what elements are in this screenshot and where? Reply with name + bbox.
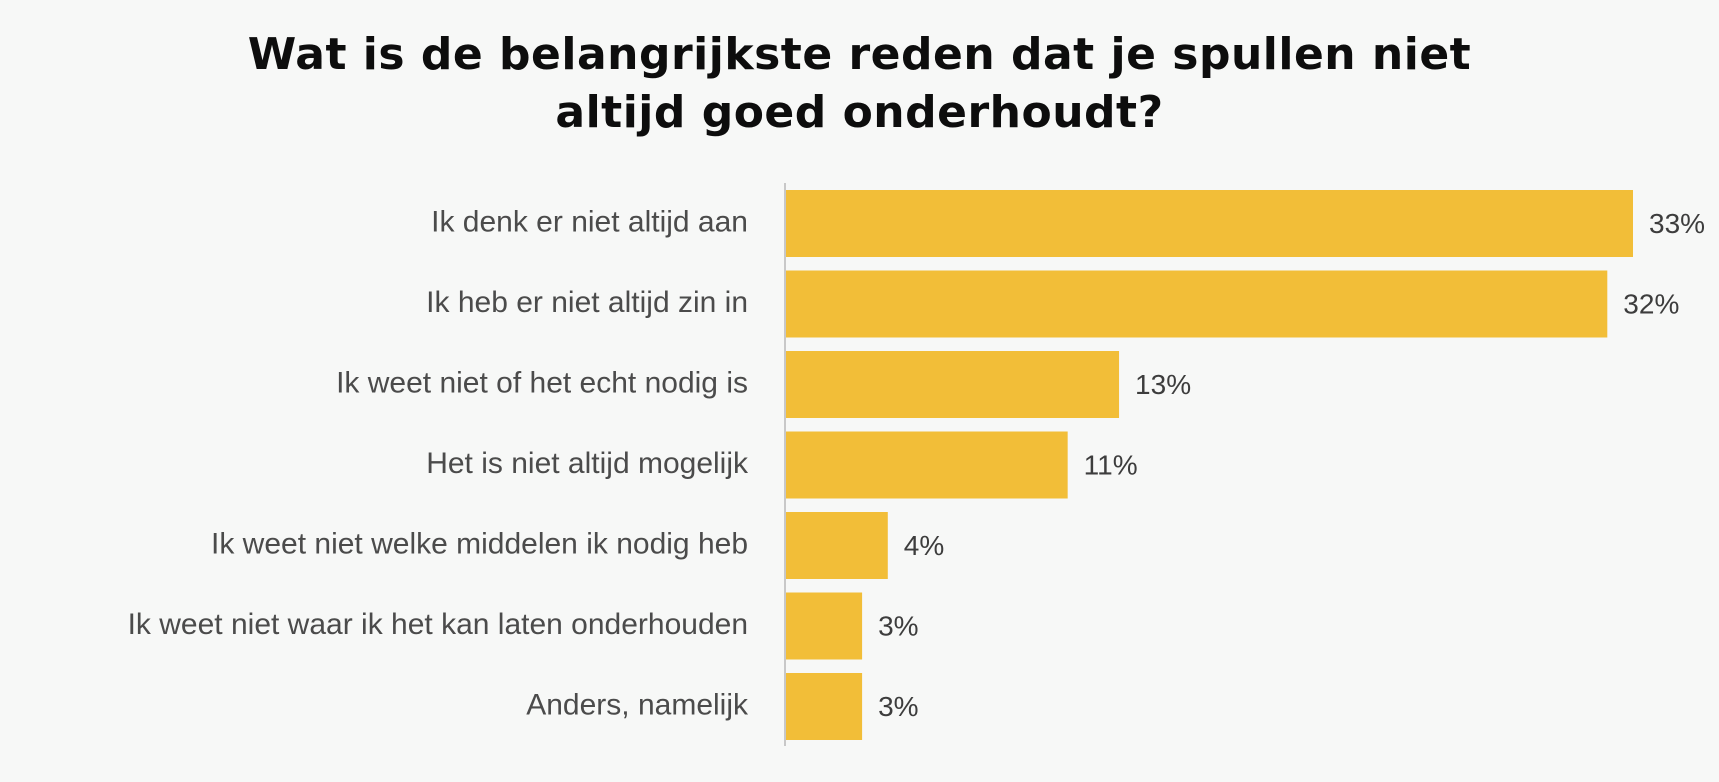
value-label-2: 32% <box>1623 288 1679 319</box>
category-label-5: Ik weet niet welke middelen ik nodig heb <box>211 527 748 560</box>
value-label-5: 4% <box>904 530 944 561</box>
value-label-1: 33% <box>1649 208 1705 239</box>
category-label-2: Ik heb er niet altijd zin in <box>426 286 748 319</box>
chart-title: Wat is de belangrijkste reden dat je spu… <box>0 26 1719 142</box>
category-label-3: Ik weet niet of het echt nodig is <box>336 366 748 399</box>
bar-5 <box>785 512 888 579</box>
chart-title-line-1: Wat is de belangrijkste reden dat je spu… <box>247 29 1472 80</box>
bar-2 <box>785 270 1608 338</box>
bar-1 <box>785 190 1633 257</box>
value-label-3: 13% <box>1135 369 1191 400</box>
bar-3 <box>785 351 1120 418</box>
value-label-6: 3% <box>878 610 918 641</box>
bar-6 <box>785 592 863 660</box>
bar-7 <box>785 673 863 740</box>
value-label-4: 11% <box>1084 449 1138 480</box>
value-label-7: 3% <box>878 691 918 722</box>
bar-4 <box>785 431 1068 499</box>
category-label-4: Het is niet altijd mogelijk <box>426 447 749 480</box>
category-label-7: Anders, namelijk <box>526 688 749 721</box>
bars-group: Ik denk er niet altijd aan 33% Ik heb er n… <box>128 190 1705 740</box>
category-label-6: Ik weet niet waar ik het kan laten onder… <box>128 608 748 641</box>
category-label-1: Ik denk er niet altijd aan <box>431 205 748 238</box>
chart-title-line-2: altijd goed onderhoudt? <box>555 87 1164 138</box>
